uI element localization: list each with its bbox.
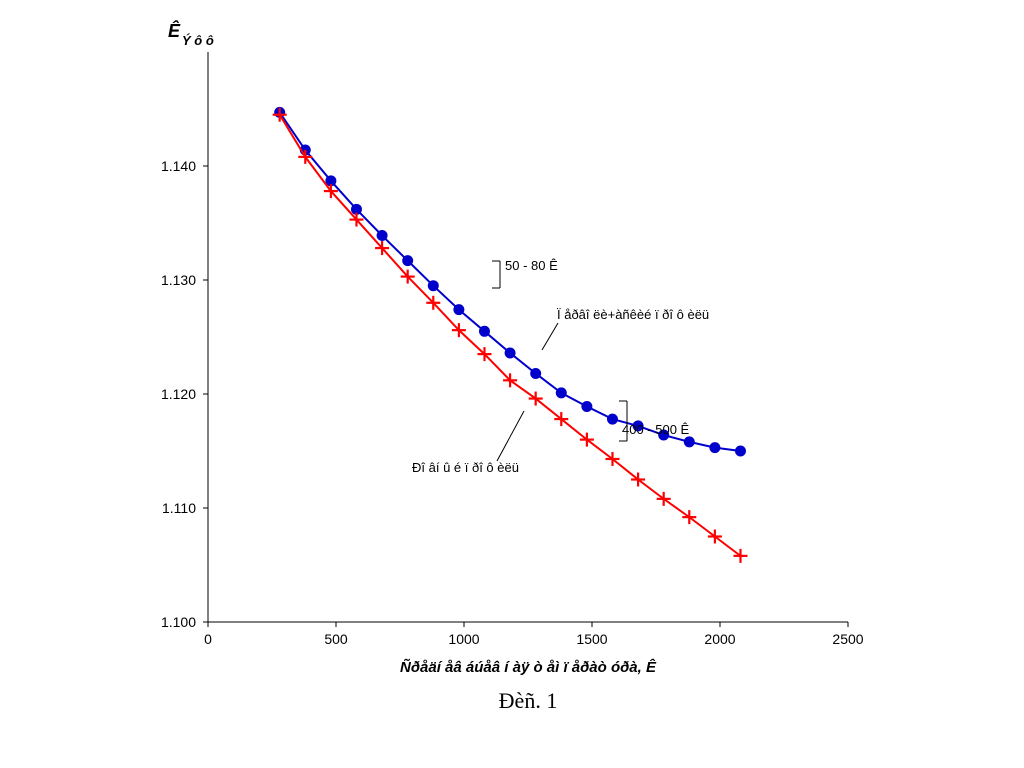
label-400-500: 400 - 500 Ê (622, 422, 690, 437)
y-tick-label: 1.120 (161, 386, 196, 402)
label-initial-profile: Ï åðâî ëè+àñêèé ï ðî ô èëü (557, 307, 709, 322)
y-tick-label: 1.100 (161, 614, 196, 630)
label-50-80: 50 - 80 Ê (505, 258, 558, 273)
x-tick-label: 0 (204, 631, 212, 647)
series-initial-marker (428, 281, 438, 291)
series-initial-marker (403, 256, 413, 266)
x-tick-label: 2500 (832, 631, 863, 647)
y-axis-title-main: Ê (168, 20, 181, 41)
series-initial-marker (505, 348, 515, 358)
figure-caption: Ðèñ. 1 (499, 688, 558, 713)
x-tick-label: 500 (324, 631, 348, 647)
x-tick-label: 1500 (576, 631, 607, 647)
label-initial-profile-pointer (542, 323, 558, 350)
x-axis-title: Ñðåäí åâ áúåâ í àÿ ò åì ï åðàò óðà, Ê (400, 658, 657, 676)
series-initial-marker (479, 326, 489, 336)
y-tick-label: 1.110 (162, 500, 196, 516)
y-tick-label: 1.140 (161, 158, 196, 174)
chart-svg: 0 500 1000 1500 2000 2500 1.100 1.110 1.120 1.130… (0, 0, 1024, 768)
y-tick-label: 1.130 (161, 272, 196, 288)
series-initial-marker (735, 446, 745, 456)
series-initial-marker (582, 402, 592, 412)
series-equilibrium-line (280, 115, 741, 556)
series-initial-marker (454, 305, 464, 315)
x-tick-label: 1000 (448, 631, 479, 647)
y-axis-title: ÊÝ ô ô (168, 20, 214, 48)
chart-container: 0 500 1000 1500 2000 2500 1.100 1.110 1.120 1.130… (0, 0, 1024, 768)
label-equilibrium-profile: Ðî âí û é ï ðî ô èëü (412, 460, 519, 475)
series-initial-marker (377, 231, 387, 241)
series-initial-marker (607, 414, 617, 424)
x-tick-label: 2000 (704, 631, 735, 647)
series-initial-marker (556, 388, 566, 398)
series-initial-marker (710, 443, 720, 453)
y-axis-title-sub: Ý ô ô (182, 33, 214, 48)
series-initial-line (280, 112, 741, 451)
series-initial-marker (684, 437, 694, 447)
label-equilibrium-profile-pointer (497, 411, 524, 461)
series-initial-marker (531, 368, 541, 378)
